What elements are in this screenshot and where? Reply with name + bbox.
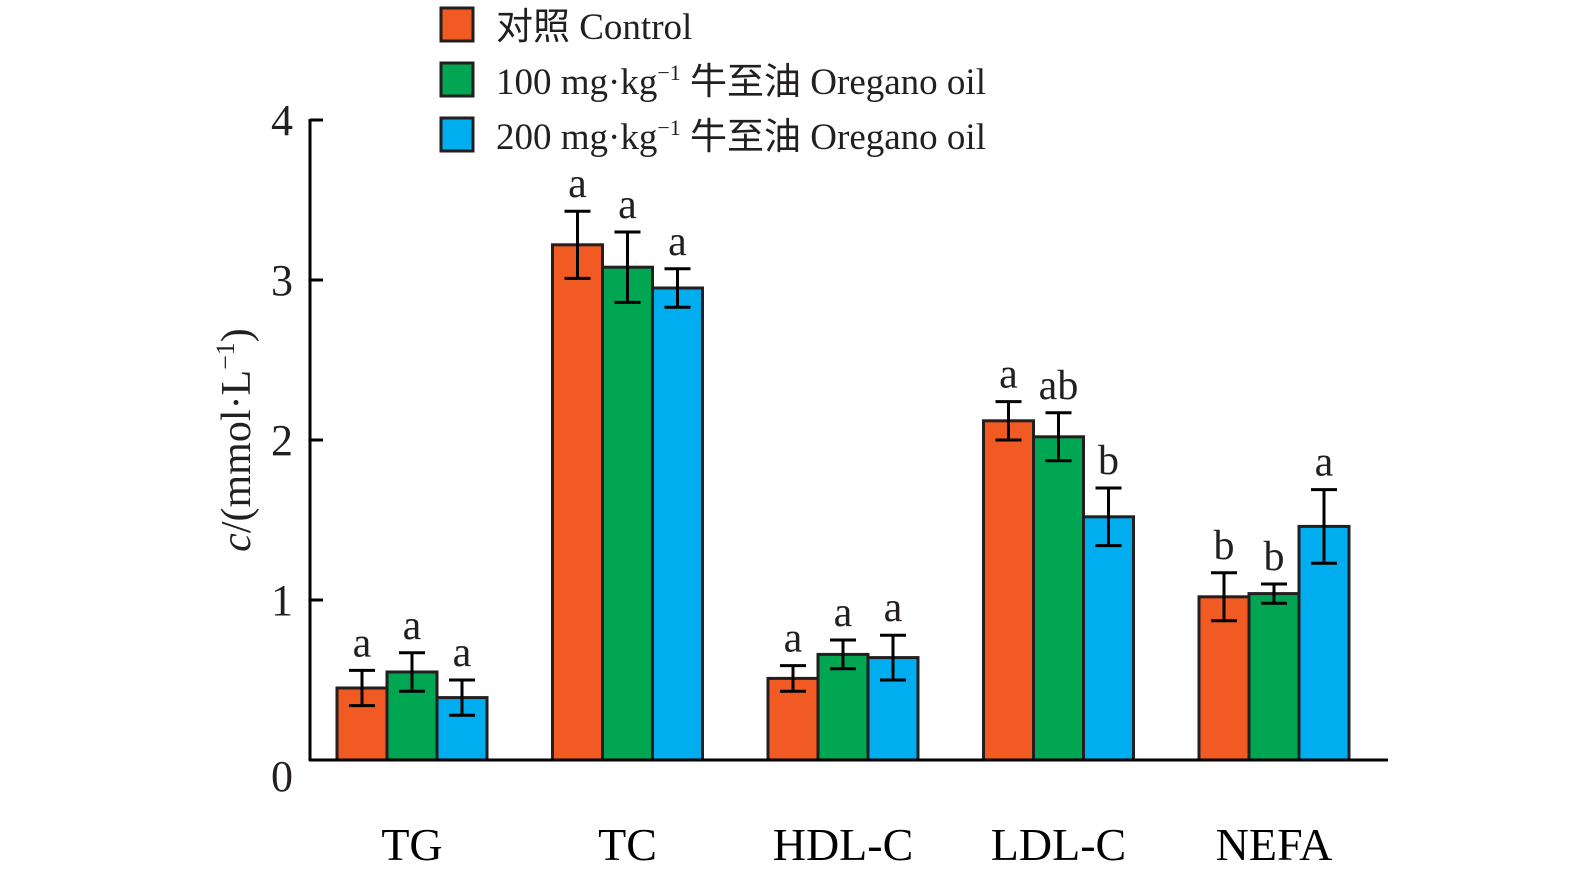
- legend-swatch: [439, 116, 475, 153]
- y-tick-label: 2: [271, 416, 293, 465]
- y-tick-label: 4: [271, 96, 293, 145]
- legend-swatch: [439, 6, 475, 43]
- significance-label: a: [884, 585, 903, 631]
- significance-label: b: [1214, 523, 1235, 569]
- bar-ldl-c-series-2: [1032, 435, 1085, 762]
- significance-label: b: [1098, 438, 1119, 484]
- legend-label-sup: −1: [657, 60, 680, 85]
- y-ticks: 0 1 2 3 4: [271, 96, 323, 801]
- significance-label: a: [353, 620, 372, 666]
- significance-label: a: [999, 352, 1018, 398]
- significance-label: a: [568, 161, 587, 207]
- bar-ldl-c-series-3: [1082, 515, 1135, 762]
- legend-label-main: 200 mg·kg: [496, 117, 657, 158]
- legend-label: 200 mg·kg−1 牛至油 Oregano oil: [496, 115, 986, 158]
- y-axis-label-unit: /(mmol·L: [214, 370, 260, 533]
- significance-label: a: [403, 603, 422, 649]
- bar-tc-series-3: [651, 286, 704, 762]
- x-tick-labels: TG TC HDL-C LDL-C NEFA: [381, 819, 1332, 870]
- error-bars: [349, 209, 1337, 717]
- significance-label: a: [784, 616, 803, 662]
- x-tick-label: TG: [381, 819, 442, 870]
- y-tick-label: 0: [271, 752, 293, 801]
- legend-label-sup: −1: [657, 115, 680, 140]
- legend-label-main: 100 mg·kg: [496, 62, 657, 103]
- y-axis-label: c/(mmol·L−1): [211, 328, 260, 552]
- bar-nefa-series-2: [1247, 592, 1301, 762]
- significance-label: a: [453, 630, 472, 676]
- y-axis-label-italic: c: [214, 533, 260, 552]
- significance-label: ab: [1039, 363, 1079, 409]
- legend-label-tail: 牛至油 Oregano oil: [681, 62, 986, 103]
- y-tick-label: 1: [271, 576, 293, 625]
- significance-label: b: [1264, 534, 1285, 580]
- bars: [335, 243, 1351, 762]
- significance-label: a: [834, 590, 853, 636]
- legend-label: 对照 Control: [496, 7, 692, 48]
- legend-label: 100 mg·kg−1 牛至油 Oregano oil: [496, 60, 986, 103]
- x-tick-label: HDL-C: [773, 819, 914, 870]
- bar-tc-series-1: [551, 243, 604, 762]
- legend-label-main: 对照 Control: [496, 7, 692, 48]
- bar-tc-series-2: [601, 265, 654, 762]
- bar-ldl-c-series-1: [982, 419, 1035, 762]
- significance-label: a: [1315, 440, 1334, 486]
- y-axis-label-close: ): [214, 328, 260, 342]
- y-axis-label-sup: −1: [211, 342, 240, 370]
- x-tick-label: NEFA: [1216, 819, 1333, 870]
- legend-label-tail: 牛至油 Oregano oil: [681, 117, 986, 158]
- x-tick-label: LDL-C: [991, 819, 1126, 870]
- significance-label: a: [618, 182, 637, 228]
- significance-label: a: [668, 219, 687, 265]
- x-tick-label: TC: [598, 819, 657, 870]
- y-tick-label: 3: [271, 256, 293, 305]
- bar-nefa-series-3: [1297, 524, 1351, 762]
- legend-swatch: [439, 61, 475, 98]
